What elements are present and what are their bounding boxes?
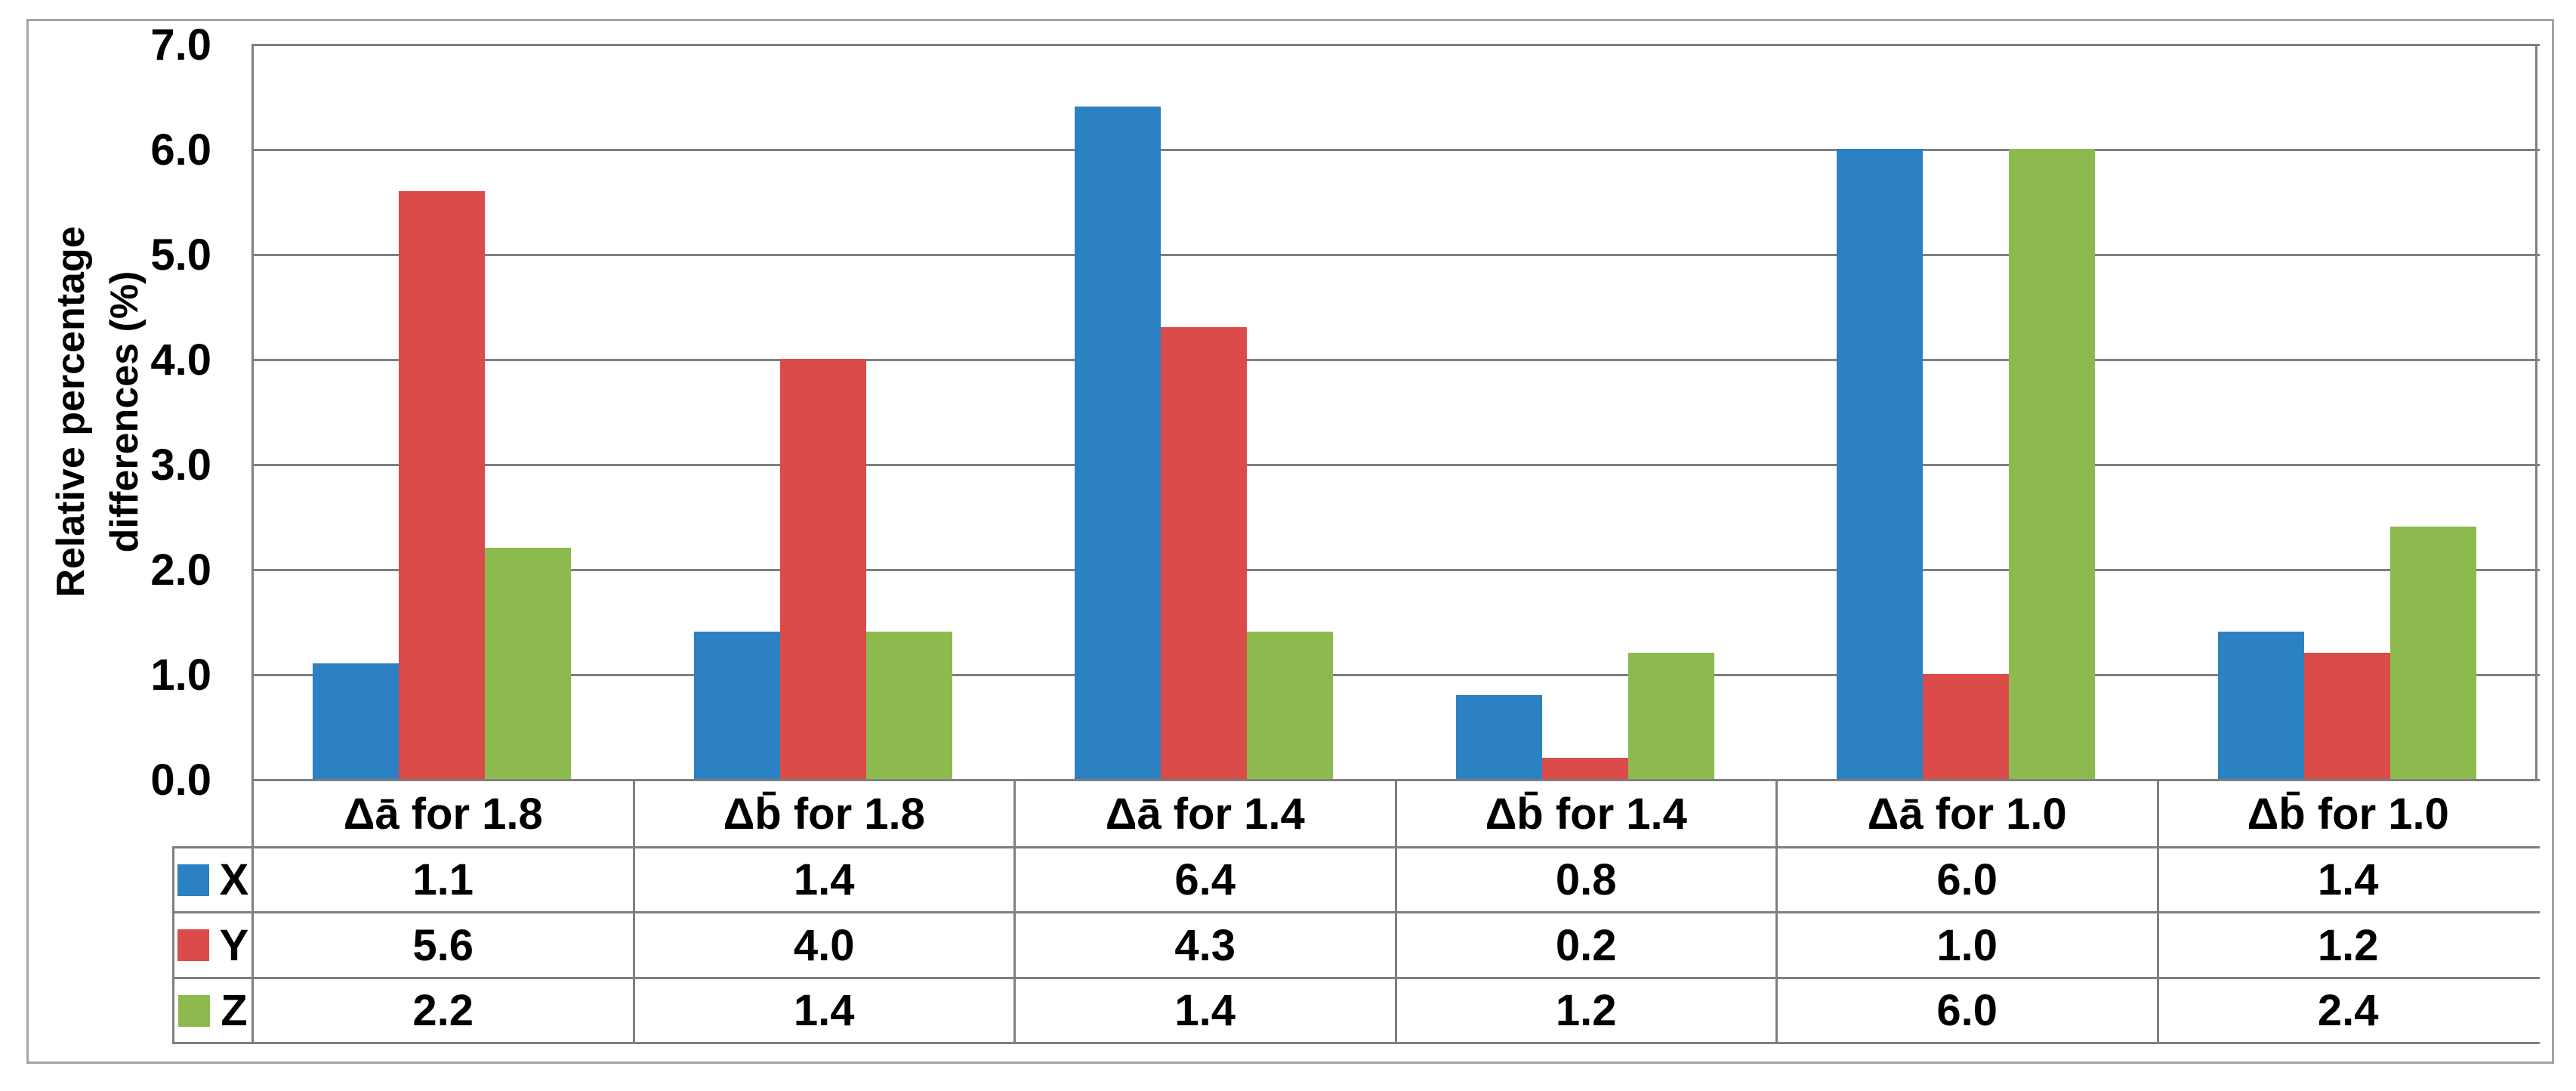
legend-swatch-X — [177, 864, 209, 896]
figure-border — [26, 19, 2554, 1064]
table-column-border — [633, 779, 635, 1044]
bar-Y-2 — [1161, 327, 1247, 779]
y-axis-title-line2: differences (%) — [103, 270, 147, 553]
plot-left-border — [251, 44, 254, 779]
value-cell-Z-2: 1.4 — [1016, 979, 1395, 1042]
bar-X-1 — [694, 632, 780, 779]
category-header-cell: Δb̄ for 1.0 — [2158, 781, 2537, 846]
gridline — [251, 44, 2540, 46]
legend-column-border — [172, 846, 174, 1044]
gridline — [251, 464, 2540, 466]
legend-swatch-Y — [177, 929, 209, 961]
table-column-border — [251, 779, 254, 1044]
table-column-border — [1395, 779, 1397, 1044]
gridline — [251, 569, 2540, 571]
y-tick-label: 4.0 — [150, 335, 211, 385]
table-border-line — [172, 1042, 2540, 1044]
value-cell-X-4: 6.0 — [1778, 848, 2157, 911]
legend-cell-Z: Z — [174, 979, 251, 1042]
bar-Y-3 — [1542, 758, 1628, 779]
value-cell-Z-4: 6.0 — [1778, 979, 2157, 1042]
bar-Z-1 — [866, 632, 952, 779]
plot-right-border — [2535, 44, 2537, 779]
table-border-line — [172, 846, 2540, 848]
value-cell-Y-5: 1.2 — [2158, 913, 2537, 977]
bar-X-0 — [313, 663, 399, 779]
bar-X-5 — [2218, 632, 2304, 779]
gridline — [251, 674, 2540, 676]
legend-cell-Y: Y — [174, 913, 251, 977]
table-column-border — [2535, 779, 2537, 1044]
y-tick-label: 7.0 — [150, 20, 211, 70]
value-cell-Y-3: 0.2 — [1396, 913, 1775, 977]
y-tick-label: 0.0 — [150, 756, 211, 805]
gridline — [251, 149, 2540, 151]
category-header-cell: Δb̄ for 1.8 — [634, 781, 1013, 846]
table-column-border — [1013, 779, 1016, 1044]
table-column-border — [2157, 779, 2159, 1044]
category-header-cell: Δb̄ for 1.4 — [1396, 781, 1775, 846]
y-tick-label: 1.0 — [150, 651, 211, 700]
legend-swatch-Z — [178, 994, 211, 1027]
bar-Y-5 — [2304, 653, 2390, 779]
legend-label: Z — [221, 986, 248, 1035]
y-tick-label: 5.0 — [150, 230, 211, 280]
bar-Y-0 — [399, 191, 485, 779]
table-border-line — [172, 911, 2540, 913]
y-axis-title-line1: Relative percentage — [49, 226, 93, 598]
value-cell-Z-1: 1.4 — [634, 979, 1013, 1042]
bar-Z-4 — [2009, 149, 2095, 779]
bar-Z-2 — [1247, 632, 1333, 779]
value-cell-Y-2: 4.3 — [1016, 913, 1395, 977]
value-cell-Y-1: 4.0 — [634, 913, 1013, 977]
value-cell-X-2: 6.4 — [1016, 848, 1395, 911]
legend-label: X — [219, 855, 249, 904]
value-cell-Z-5: 2.4 — [2158, 979, 2537, 1042]
y-tick-label: 6.0 — [150, 125, 211, 175]
bar-X-2 — [1075, 107, 1161, 779]
value-cell-X-0: 1.1 — [254, 848, 633, 911]
category-header-cell: Δā for 1.0 — [1778, 781, 2157, 846]
bar-Z-5 — [2390, 527, 2476, 779]
value-cell-X-5: 1.4 — [2158, 848, 2537, 911]
category-header-cell: Δā for 1.8 — [254, 781, 633, 846]
value-cell-X-1: 1.4 — [634, 848, 1013, 911]
gridline — [251, 254, 2540, 256]
table-border-line — [172, 977, 2540, 979]
y-axis-title: Relative percentage differences (%) — [45, 226, 152, 597]
value-cell-X-3: 0.8 — [1396, 848, 1775, 911]
bar-X-3 — [1456, 695, 1542, 779]
bar-Z-3 — [1628, 653, 1714, 779]
y-tick-label: 3.0 — [150, 440, 211, 490]
legend-label: Y — [219, 920, 249, 970]
value-cell-Z-3: 1.2 — [1396, 979, 1775, 1042]
category-header-cell: Δā for 1.4 — [1016, 781, 1395, 846]
table-column-border — [1775, 779, 1778, 1044]
bar-X-4 — [1837, 149, 1923, 779]
bar-Z-0 — [485, 548, 571, 779]
bar-Y-1 — [780, 359, 866, 779]
value-cell-Y-4: 1.0 — [1778, 913, 2157, 977]
value-cell-Z-0: 2.2 — [254, 979, 633, 1042]
legend-cell-X: X — [174, 848, 251, 911]
y-tick-label: 2.0 — [150, 546, 211, 595]
value-cell-Y-0: 5.6 — [254, 913, 633, 977]
gridline — [251, 359, 2540, 361]
bar-Y-4 — [1923, 674, 2009, 779]
